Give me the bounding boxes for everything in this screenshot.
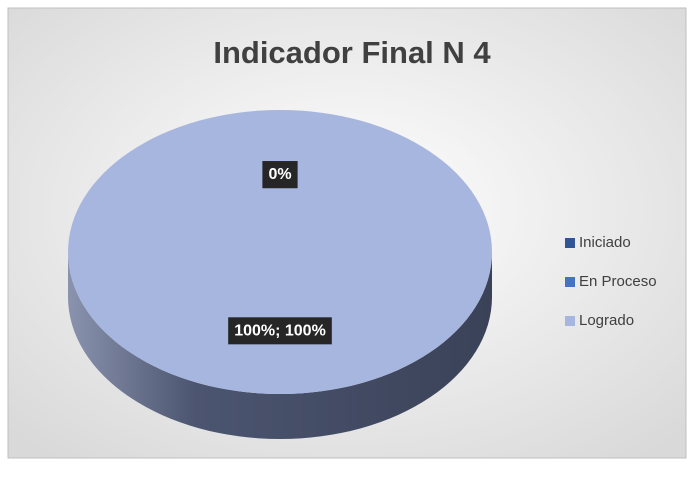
data-label-box [262,161,298,189]
legend-swatch [565,277,575,287]
data-label: 100%; 100% [228,317,332,345]
data-label-text: 0% [268,166,291,183]
legend-label: Iniciado [579,234,631,251]
data-label-box [228,317,332,345]
legend-label: Logrado [579,312,634,329]
chart-title: Indicador Final N 4 [213,35,491,70]
pie-side [68,252,492,439]
pie-slice [68,110,492,394]
legend-swatch [565,316,575,326]
legend-label: En Proceso [579,273,657,290]
data-label: 0% [262,161,298,189]
data-label-text: 100%; 100% [234,322,326,339]
legend-swatch [565,238,575,248]
